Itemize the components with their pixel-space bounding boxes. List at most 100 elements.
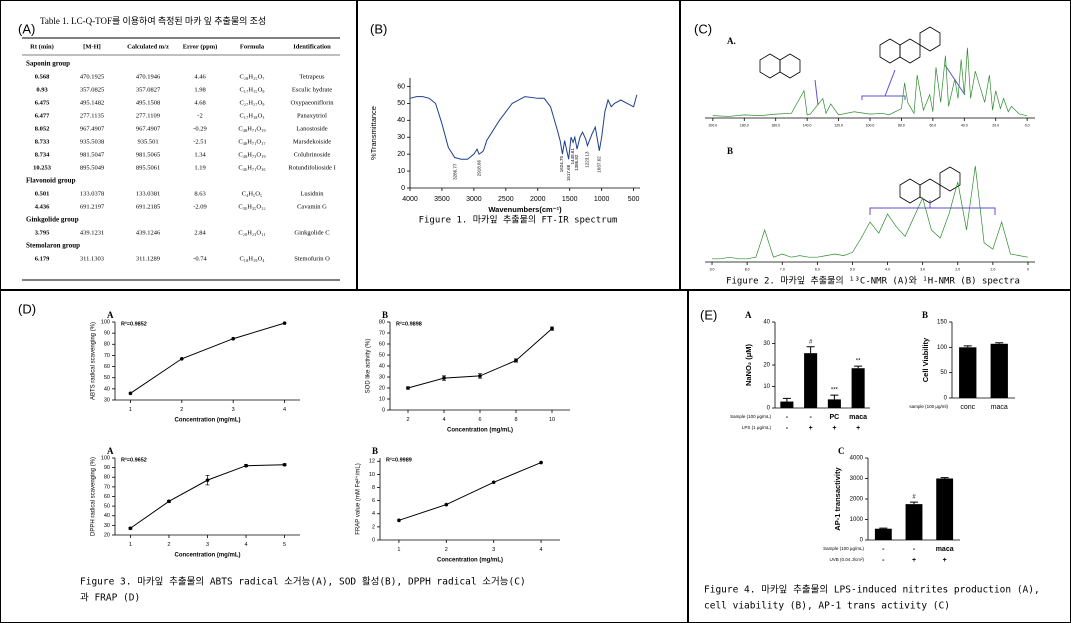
table-header: Identification xyxy=(293,43,331,50)
y-tick-label: 40 xyxy=(763,320,770,326)
chart-label: A xyxy=(745,310,752,320)
table-cell: 935.501 xyxy=(137,138,158,145)
chart-label: A. xyxy=(727,36,736,46)
chart-label: B xyxy=(372,446,378,456)
y-axis-label: Cell Viability xyxy=(921,337,930,382)
table-cell: 1.34 xyxy=(194,151,206,158)
table-cell: 895.5049 xyxy=(80,164,104,171)
y-tick-label: 30 xyxy=(104,397,110,403)
table-header: Rt (min) xyxy=(30,43,54,50)
y-tick-label: 2000 xyxy=(850,497,864,503)
x-axis-label: Concentration (mg/mL) xyxy=(447,427,513,433)
table-cell: C₄₈H₇₁O₁₉ xyxy=(238,125,265,132)
panel-frame xyxy=(680,0,1071,290)
table-cell: 1.19 xyxy=(194,164,205,171)
x-tick-label: 4000 xyxy=(402,196,418,203)
y-tick-label: 0 xyxy=(944,396,948,402)
y-tick-label: 20 xyxy=(379,385,385,391)
significance-mark: ** xyxy=(856,359,861,365)
table-cell: 6.477 xyxy=(35,112,50,119)
table-cell: 495.1508 xyxy=(136,99,160,106)
y-axis-label: FRAP value (mM Fe²⁺/mL) xyxy=(355,463,362,534)
table-header: [M-H] xyxy=(83,43,101,50)
y-tick-label: 100 xyxy=(101,455,110,461)
table-cell: -0.29 xyxy=(193,125,207,132)
y-tick-label: 4000 xyxy=(850,456,864,462)
table-cell: C₁₇H₁₅O₉ xyxy=(239,86,264,93)
x-tick-label: 5.0 xyxy=(850,267,855,271)
y-axis-label: %Transmittance xyxy=(369,106,378,160)
condition-value: - xyxy=(913,546,916,553)
series-line xyxy=(407,328,553,389)
x-tick-label: 2 xyxy=(167,542,170,548)
peak-label: 1448.61 xyxy=(570,148,575,165)
chart-label: B xyxy=(922,310,928,320)
data-point xyxy=(244,463,248,468)
y-tick-label: 4 xyxy=(372,511,375,517)
table-cell: C₃₆H₃₅O₁₂ xyxy=(238,203,265,210)
x-axis-label: sample (100 μg/ml) xyxy=(909,404,948,409)
table-cell: 277.1135 xyxy=(80,112,104,119)
peak-label: 3286.77 xyxy=(453,163,458,180)
peak-label: 1624.75 xyxy=(559,155,564,172)
y-tick-label: 0 xyxy=(382,407,385,413)
table-cell: C₄H₅O₅ xyxy=(242,190,263,197)
bar xyxy=(827,399,841,408)
x-tick-label: 140.0 xyxy=(803,123,812,127)
x-tick-label: 5 xyxy=(283,542,286,548)
table-cell: 311.1303 xyxy=(80,255,104,262)
y-tick-label: 80 xyxy=(104,342,110,348)
y-tick-label: 150 xyxy=(937,320,948,326)
table-cell: Tetrapeus xyxy=(299,73,325,80)
table-cell: Esculic hydrate xyxy=(292,86,332,93)
x-tick-label: 10 xyxy=(549,417,555,423)
table-cell: Marsdekoiside xyxy=(293,138,331,145)
table-cell: 691.2185 xyxy=(136,203,160,210)
error-bar xyxy=(940,477,949,479)
table-cell: 277.1109 xyxy=(136,112,160,119)
x-tick-label: 1 xyxy=(129,542,132,548)
peak-label: 2918.66 xyxy=(476,159,481,176)
peak-label: 1517.68 xyxy=(566,164,571,181)
bar xyxy=(804,353,818,408)
y-tick-label: 60 xyxy=(104,364,110,370)
table-cell: 4.436 xyxy=(35,203,50,210)
chart-label: A xyxy=(107,310,114,320)
table-cell: 981.5065 xyxy=(136,151,160,158)
figure-caption: Figure 1. 마카잎 추출물의 FT-IR spectrum xyxy=(419,214,618,226)
x-tick-label: 2500 xyxy=(498,196,514,203)
table-cell: 133.0381 xyxy=(136,190,160,197)
error-bar xyxy=(995,342,1004,344)
y-tick-label: 0 xyxy=(401,185,405,192)
bar xyxy=(851,368,865,408)
condition-value: + xyxy=(912,557,916,564)
table-cell: C₂₀H₂₃O₁₁ xyxy=(238,229,265,236)
x-tick-label: 7.0 xyxy=(780,267,785,271)
y-tick-label: 8 xyxy=(372,485,375,491)
table-cell: Panaxytriol xyxy=(297,112,327,119)
table-cell: 3.795 xyxy=(35,229,50,236)
data-point xyxy=(444,502,449,507)
peak-label: 1223.13 xyxy=(585,151,590,168)
y-tick-label: 50 xyxy=(397,100,405,107)
table-cell: Stemofurin O xyxy=(294,255,330,262)
error-bar xyxy=(806,346,815,354)
data-point xyxy=(167,499,171,504)
data-point xyxy=(442,376,446,380)
error-bar xyxy=(830,394,839,400)
panel-frame xyxy=(357,0,680,290)
condition-value: + xyxy=(856,425,860,432)
figure-caption: 과 FRAP (D) xyxy=(80,593,140,604)
data-point xyxy=(491,480,496,485)
x-tick-label: 4 xyxy=(442,417,445,423)
x-tick-label: 4 xyxy=(245,542,248,548)
r-squared: R²=0.9989 xyxy=(386,456,412,463)
x-tick-label: 60.0 xyxy=(929,123,936,127)
error-bar xyxy=(963,345,972,348)
y-tick-label: 0 xyxy=(860,538,864,544)
panel-frame xyxy=(0,0,357,290)
x-tick-label: 0.0 xyxy=(1025,123,1030,127)
bar xyxy=(780,401,794,408)
y-tick-label: 70 xyxy=(379,330,385,336)
bar xyxy=(936,478,954,540)
